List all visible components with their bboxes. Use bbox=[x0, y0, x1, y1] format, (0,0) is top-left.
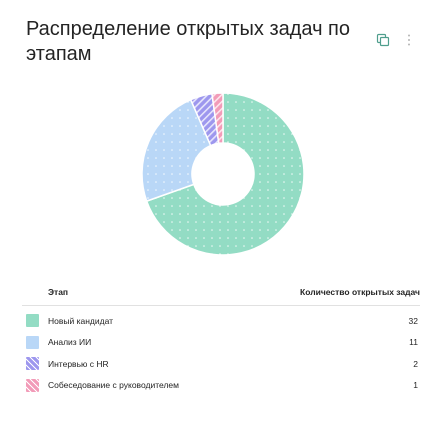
row-label: Анализ ИИ bbox=[48, 337, 92, 348]
row-value: 2 bbox=[413, 358, 418, 369]
column-header-count[interactable]: Количество открытых задач bbox=[300, 287, 420, 297]
chart-title: Распределение открытых задач по этапам bbox=[26, 18, 351, 65]
donut-slice[interactable] bbox=[141, 98, 212, 203]
row-value: 32 bbox=[408, 315, 418, 326]
row-label: Интервью с HR bbox=[48, 358, 109, 369]
donut-slice[interactable] bbox=[145, 92, 305, 256]
table-row[interactable]: Анализ ИИ 11 bbox=[22, 332, 420, 354]
header-divider bbox=[22, 305, 420, 306]
row-label: Собеседование с руководителем bbox=[48, 380, 179, 391]
legend-swatch bbox=[26, 335, 39, 349]
table-row[interactable]: Интервью с HR 2 bbox=[22, 353, 420, 375]
table-row[interactable]: Собеседование с руководителем 1 bbox=[22, 375, 420, 397]
legend-swatch bbox=[26, 314, 39, 328]
table-row[interactable]: Новый кандидат 32 bbox=[22, 310, 420, 332]
donut-slice[interactable] bbox=[211, 92, 224, 145]
copy-icon[interactable] bbox=[375, 32, 391, 48]
table-header: Этап Количество открытых задач bbox=[22, 283, 420, 301]
more-vertical-icon[interactable] bbox=[401, 32, 417, 48]
donut-chart bbox=[141, 92, 305, 256]
donut-chart-area bbox=[0, 82, 448, 267]
column-header-stage[interactable]: Этап bbox=[48, 287, 69, 297]
row-label: Новый кандидат bbox=[48, 315, 114, 326]
row-value: 1 bbox=[413, 380, 418, 391]
legend-swatch bbox=[26, 378, 39, 392]
legend-table: Этап Количество открытых задач Новый кан… bbox=[22, 283, 420, 396]
row-value: 11 bbox=[409, 337, 418, 348]
legend-swatch bbox=[26, 357, 39, 371]
